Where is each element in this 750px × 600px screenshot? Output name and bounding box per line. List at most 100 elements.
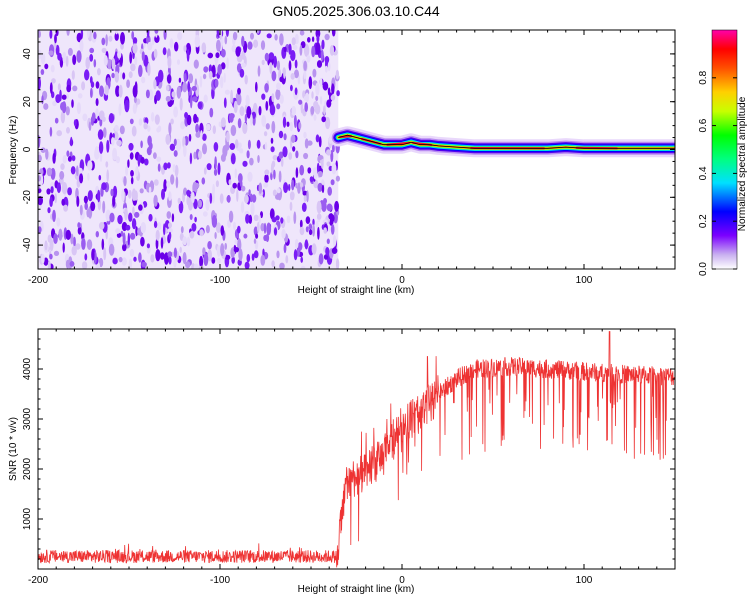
noise-blob — [238, 248, 243, 261]
noise-blob — [165, 134, 171, 145]
noise-blob — [112, 147, 118, 161]
noise-blob — [306, 190, 309, 203]
noise-blob — [233, 247, 240, 253]
noise-blob — [205, 225, 210, 234]
noise-blob — [250, 113, 253, 126]
noise-blob — [331, 247, 338, 254]
noise-blob — [279, 94, 284, 104]
noise-blob — [293, 249, 298, 261]
snr-xtick-label: 0 — [399, 575, 405, 586]
noise-blob — [124, 99, 130, 113]
noise-blob — [70, 166, 76, 175]
noise-blob — [163, 179, 167, 192]
noise-blob — [115, 30, 118, 35]
noise-blob — [55, 44, 60, 56]
noise-blob — [62, 242, 65, 253]
noise-blob — [130, 63, 136, 72]
noise-blob — [150, 112, 155, 122]
noise-blob — [330, 179, 335, 186]
noise-blob — [139, 188, 144, 194]
noise-blob — [253, 238, 257, 244]
noise-blob — [315, 95, 319, 102]
noise-blob — [132, 43, 138, 54]
noise-blob — [283, 46, 287, 53]
noise-blob — [118, 256, 123, 263]
noise-blob — [213, 142, 219, 152]
noise-blob — [93, 31, 97, 40]
snr-ylabel: SNR (10 * v/v) — [8, 417, 19, 481]
noise-blob — [83, 195, 88, 204]
noise-blob — [280, 157, 284, 167]
noise-blob — [264, 173, 269, 183]
noise-blob — [311, 36, 315, 42]
noise-blob — [305, 216, 311, 225]
noise-blob — [176, 86, 182, 99]
noise-blob — [173, 247, 177, 259]
noise-blob — [108, 35, 113, 42]
noise-blob — [71, 155, 76, 162]
noise-blob — [170, 174, 175, 185]
noise-blob — [214, 78, 219, 88]
noise-blob — [261, 59, 265, 66]
noise-blob — [316, 200, 322, 214]
noise-blob — [253, 226, 258, 236]
noise-blob — [307, 37, 311, 43]
noise-blob — [81, 81, 86, 91]
noise-blob — [326, 203, 333, 212]
noise-blob — [70, 136, 73, 147]
noise-blob — [171, 91, 176, 98]
noise-blob — [174, 41, 179, 52]
noise-blob — [99, 85, 104, 97]
noise-blob — [124, 207, 128, 221]
noise-blob — [153, 79, 157, 90]
noise-blob — [226, 131, 230, 143]
noise-blob — [53, 233, 58, 244]
noise-blob — [239, 148, 244, 154]
noise-blob — [231, 256, 235, 264]
noise-blob — [189, 231, 195, 239]
noise-blob — [278, 170, 282, 183]
noise-blob — [316, 60, 323, 68]
noise-blob — [127, 189, 132, 199]
noise-blob — [239, 106, 245, 117]
noise-blob — [220, 225, 225, 236]
noise-blob — [265, 233, 270, 243]
noise-blob — [102, 200, 106, 214]
noise-blob — [153, 194, 158, 207]
noise-blob — [168, 231, 172, 240]
noise-blob — [195, 131, 201, 138]
noise-blob — [276, 188, 281, 194]
noise-blob — [135, 166, 139, 178]
noise-blob — [191, 223, 197, 232]
noise-blob — [303, 43, 310, 57]
colorbar-tick-label: 0.6 — [698, 118, 709, 132]
noise-blob — [299, 182, 304, 188]
noise-blob — [296, 248, 300, 257]
noise-blob — [233, 221, 236, 231]
noise-blob — [232, 31, 238, 41]
noise-blob — [241, 185, 246, 192]
noise-blob — [153, 152, 157, 160]
snr-ytick-label: 2000 — [22, 457, 33, 480]
noise-blob — [89, 76, 93, 84]
noise-blob — [73, 119, 77, 127]
noise-blob — [193, 113, 198, 124]
noise-blob — [79, 204, 83, 216]
noise-blob — [95, 231, 100, 238]
noise-blob — [62, 154, 67, 164]
noise-blob — [288, 152, 293, 160]
snr-xtick-label: -100 — [210, 575, 230, 586]
noise-blob — [278, 151, 284, 160]
noise-blob — [238, 142, 242, 149]
noise-blob — [38, 154, 42, 162]
noise-blob — [300, 41, 306, 49]
noise-blob — [303, 70, 307, 80]
noise-blob — [229, 143, 236, 150]
noise-blob — [275, 88, 281, 100]
noise-blob — [254, 81, 258, 93]
noise-blob — [76, 32, 83, 43]
noise-blob — [43, 103, 49, 110]
snr-series-line — [38, 331, 675, 568]
noise-blob — [300, 265, 306, 269]
noise-blob — [38, 226, 42, 234]
